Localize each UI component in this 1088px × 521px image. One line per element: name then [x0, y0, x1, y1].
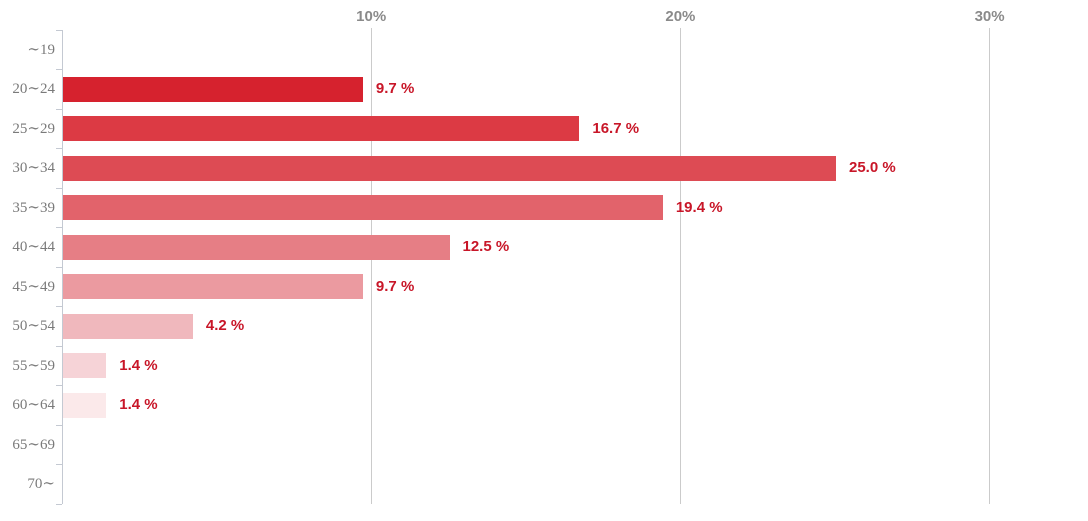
bar-7 [63, 274, 363, 300]
category-label-3: 25∼29 [12, 120, 55, 137]
category-label-9: 55∼59 [12, 357, 55, 374]
value-label-3: 16.7 % [592, 119, 640, 137]
x-axis-tick-label: 20% [665, 8, 696, 25]
y-axis-tick [56, 148, 62, 149]
bar-8 [63, 313, 193, 339]
y-axis-tick [56, 29, 62, 31]
value-label-7: 9.7 % [375, 277, 415, 295]
category-label-1: ∼19 [27, 41, 55, 58]
y-axis-tick [56, 503, 62, 505]
value-label-2: 9.7 % [375, 80, 415, 98]
category-label-6: 40∼44 [12, 239, 55, 256]
bar-10 [63, 392, 107, 418]
y-axis-tick [56, 266, 62, 268]
bar-6 [63, 234, 450, 260]
y-axis-tick [56, 345, 62, 347]
y-axis-tick [56, 306, 62, 307]
y-axis-tick [56, 227, 62, 228]
y-axis-tick [56, 424, 62, 426]
category-label-12: 70∼ [27, 476, 55, 493]
gridline-20% [679, 28, 681, 504]
bar-2 [63, 76, 363, 102]
category-label-8: 50∼54 [12, 318, 55, 335]
value-label-5: 19.4 % [675, 198, 723, 216]
category-label-10: 60∼64 [12, 397, 55, 414]
category-label-11: 65∼69 [12, 436, 55, 453]
x-axis-tick-label: 10% [356, 8, 387, 25]
value-label-6: 12.5 % [462, 238, 510, 256]
value-label-9: 1.4 % [119, 356, 158, 374]
gridline-30% [989, 28, 991, 504]
y-axis-tick [56, 385, 62, 386]
category-label-7: 45∼49 [12, 278, 55, 295]
bar-4 [63, 155, 836, 181]
x-axis-tick-label: 30% [974, 8, 1005, 25]
y-axis-tick [56, 108, 62, 110]
value-label-4: 25.0 % [849, 159, 896, 177]
category-label-4: 30∼34 [12, 160, 55, 177]
bar-9 [63, 353, 107, 379]
gridline-10% [370, 28, 372, 504]
value-label-8: 4.2 % [205, 317, 245, 335]
category-label-5: 35∼39 [12, 199, 55, 216]
y-axis-tick [56, 464, 62, 465]
category-label-2: 20∼24 [12, 81, 55, 98]
bar-3 [63, 116, 580, 142]
y-axis-tick [56, 69, 62, 70]
bar-5 [63, 195, 663, 221]
y-axis-tick [56, 187, 62, 189]
value-label-10: 1.4 % [119, 396, 158, 414]
y-axis-line [62, 30, 63, 504]
